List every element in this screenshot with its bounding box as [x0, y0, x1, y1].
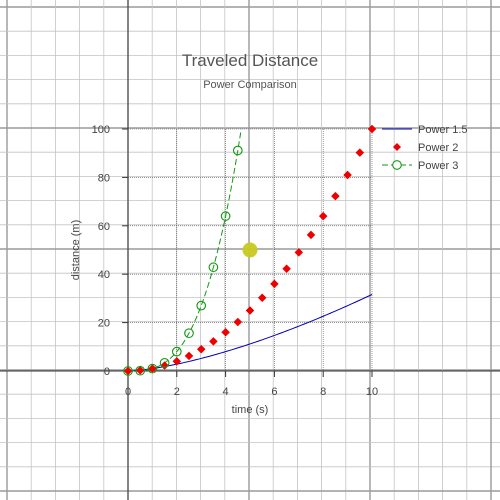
data-point-power-3: [196, 300, 207, 311]
legend: Power 1.5 Power 2 Power 3: [382, 124, 468, 172]
data-point-power-2: [196, 344, 206, 354]
data-point-power-2: [233, 317, 243, 327]
data-point-power-3: [159, 357, 170, 368]
data-point-power-2: [270, 279, 279, 289]
data-point-power-3: [171, 346, 182, 357]
data-point-power-2: [306, 230, 316, 240]
data-point-power-2: [160, 361, 169, 370]
data-point-power-2: [331, 191, 340, 201]
series-line-power-1-5: [127, 294, 373, 372]
x-tick-label: 4: [223, 386, 229, 398]
legend-swatch: [393, 143, 401, 151]
legend-swatch: [392, 160, 402, 170]
data-point-power-2: [172, 356, 182, 366]
y-tick-label: 80: [98, 172, 110, 184]
legend-entry: Power 3: [382, 160, 458, 172]
chart-subtitle: Power Comparison: [203, 79, 297, 91]
data-point-power-3: [123, 366, 133, 376]
legend-entry: Power 2: [393, 142, 458, 154]
highlight-marker: [242, 242, 258, 258]
data-point-power-2: [135, 366, 145, 375]
y-tick-label: 40: [98, 269, 110, 281]
data-point-power-3: [220, 211, 231, 221]
data-point-power-3: [184, 328, 194, 339]
x-axis-label: time (s): [232, 404, 269, 416]
data-point-power-2: [282, 264, 291, 274]
data-point-power-2: [221, 327, 230, 337]
y-axis-label: distance (m): [70, 220, 82, 281]
x-tick-label: 6: [271, 386, 277, 398]
x-tick-label: 2: [174, 386, 180, 398]
annotations: [242, 242, 258, 258]
data-point-power-3: [232, 145, 243, 156]
y-tick-label: 20: [98, 318, 110, 330]
legend-entry: Power 1.5: [382, 124, 468, 136]
y-tick-label: 0: [104, 366, 110, 378]
data-point-power-2: [245, 306, 255, 315]
legend-label: Power 2: [418, 142, 458, 154]
data-point-power-2: [294, 248, 304, 257]
x-tick-label: 0: [125, 386, 131, 398]
data-point-power-2: [209, 337, 218, 346]
y-tick-label: 100: [92, 124, 110, 136]
series-line-power-3: [128, 129, 242, 372]
data-point-power-2: [184, 351, 194, 361]
data-point-power-2: [355, 148, 365, 157]
data-series: [123, 124, 377, 376]
data-point-power-2: [367, 124, 377, 134]
data-point-power-3: [147, 363, 158, 374]
y-tick-label: 60: [98, 221, 110, 233]
data-point-power-2: [343, 170, 352, 180]
legend-label: Power 1.5: [418, 124, 468, 136]
legend-label: Power 3: [418, 160, 458, 172]
chart-title: Traveled Distance: [182, 51, 318, 70]
data-point-power-2: [318, 211, 328, 221]
data-point-power-3: [208, 262, 219, 273]
x-tick-label: 8: [320, 386, 326, 398]
data-point-power-3: [135, 365, 146, 376]
data-point-power-2: [257, 293, 267, 303]
x-tick-label: 10: [366, 386, 378, 398]
